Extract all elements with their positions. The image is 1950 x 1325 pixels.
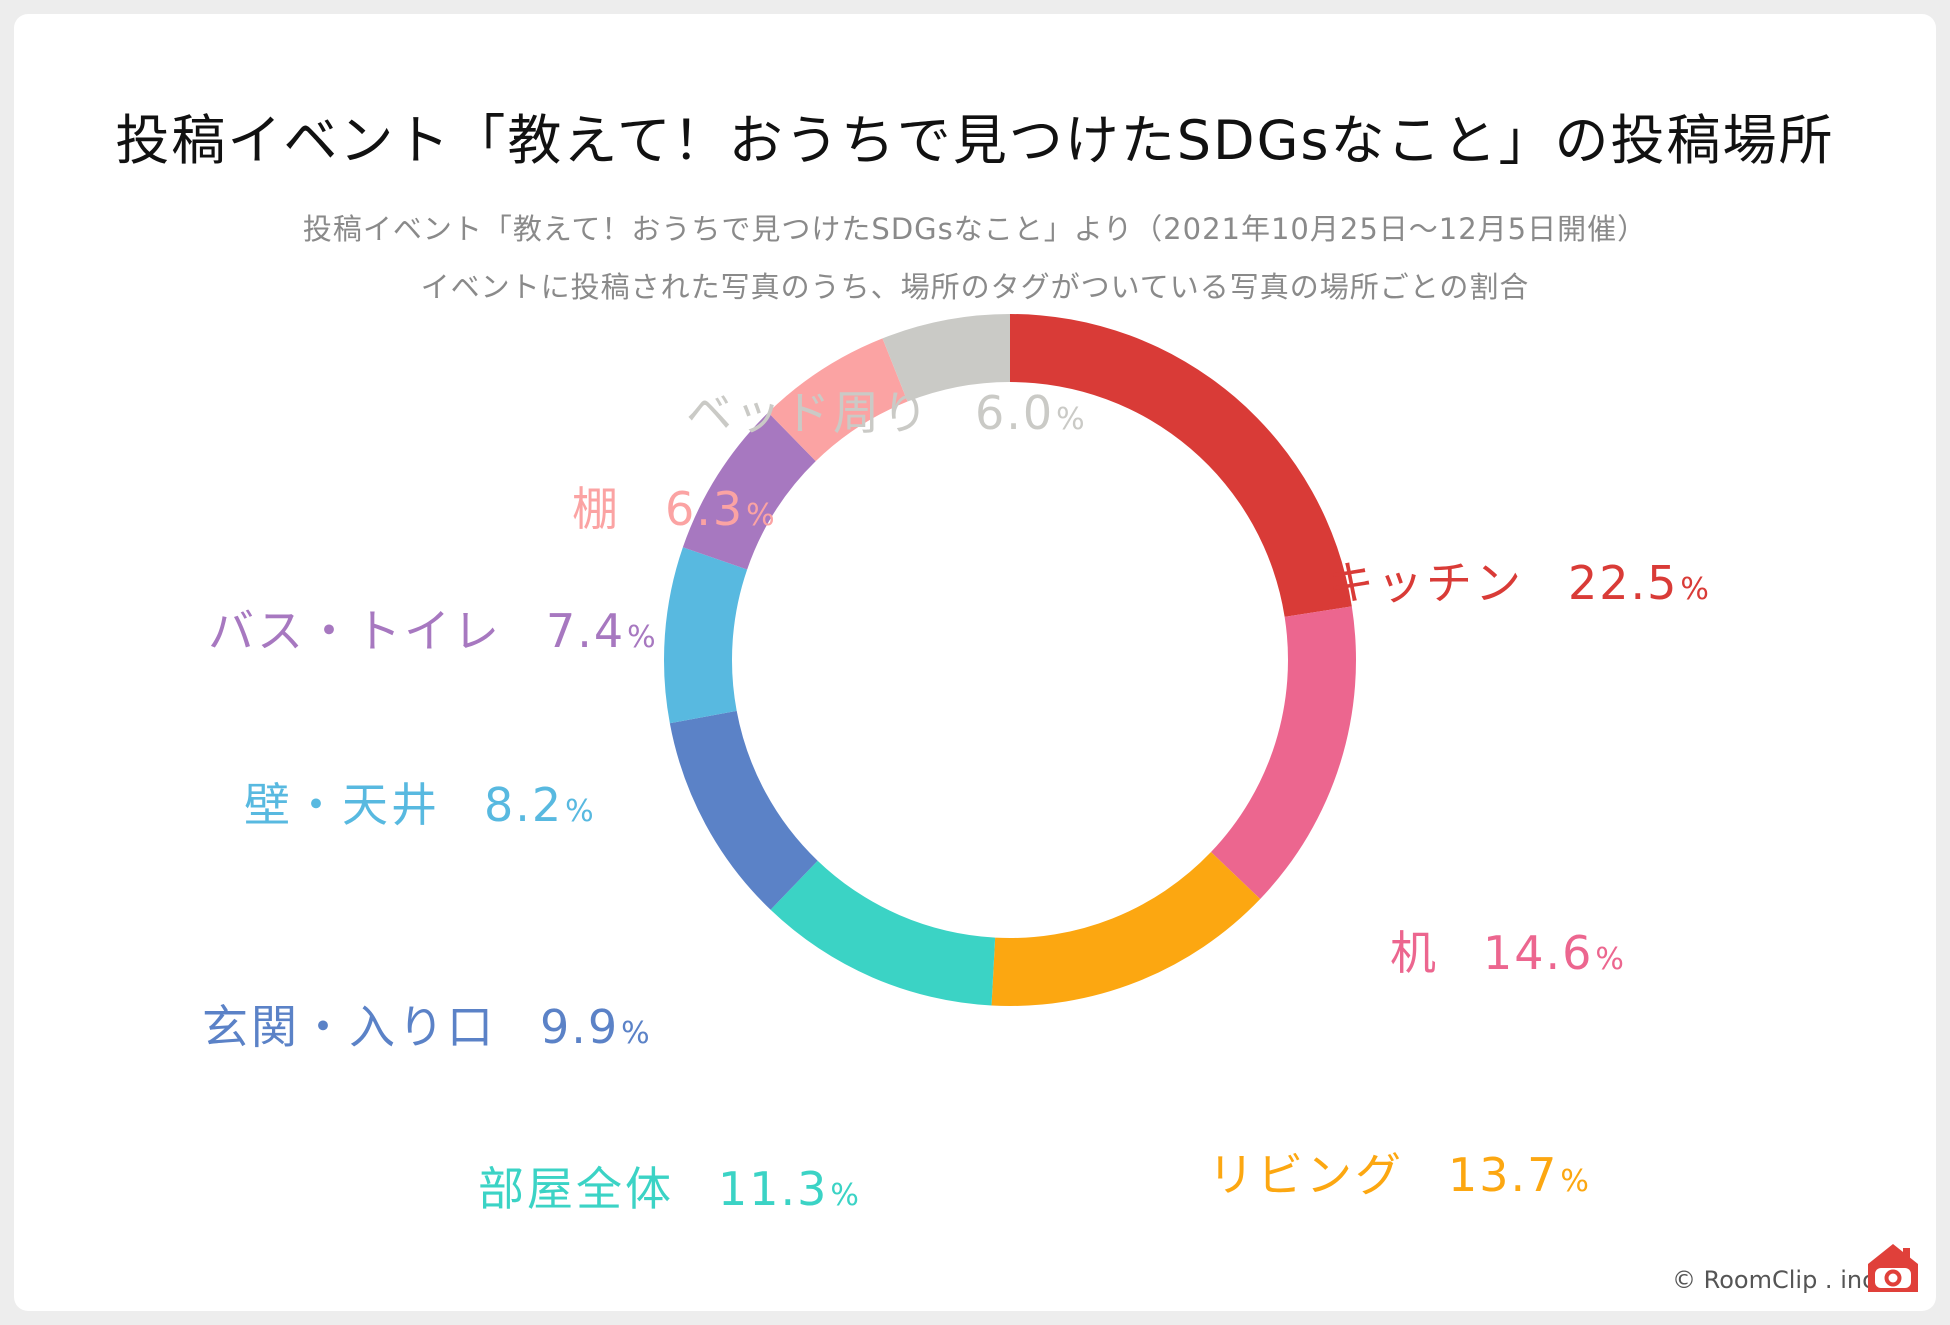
slice-label-name: バス・トイレ (208, 604, 502, 658)
donut-slice-7 (682, 412, 816, 570)
chart-subtitle-line1: 投稿イベント「教えて！おうちで見つけたSDGsなこと」より（2021年10月25… (302, 212, 1648, 246)
percent-sign: % (1595, 942, 1627, 977)
slice-label-value: 6.0 (975, 386, 1055, 440)
percent-sign: % (621, 1016, 653, 1051)
slice-label-name: 玄関・入り口 (202, 1000, 496, 1054)
slice-label-name: 壁・天井 (244, 778, 440, 832)
donut-slice-4 (770, 860, 996, 1006)
slice-label-8: 棚 6.3% (572, 486, 778, 532)
slice-label-4: 部屋全体 11.3% (478, 1166, 862, 1212)
slice-label-3: リビング 13.7% (1208, 1152, 1592, 1198)
slice-label-name: ベッド周り (686, 386, 931, 440)
donut-slice-9 (882, 314, 1010, 402)
slice-label-value: 7.4 (546, 604, 626, 658)
slice-label-name: キッチン (1328, 556, 1524, 610)
slice-label-6: 壁・天井 8.2% (244, 782, 597, 828)
percent-sign: % (565, 794, 597, 829)
percent-sign: % (1056, 402, 1088, 437)
slice-label-5: 玄関・入り口 9.9% (202, 1004, 653, 1050)
roomclip-logo-icon (1868, 1244, 1918, 1292)
donut-slice-5 (669, 710, 818, 910)
slice-label-value: 9.9 (540, 1000, 620, 1054)
slice-label-value: 14.6 (1483, 926, 1594, 980)
chart-card (14, 14, 1936, 1311)
slice-label-name: リビング (1208, 1148, 1404, 1202)
slice-label-value: 8.2 (484, 778, 564, 832)
donut-slice-3 (991, 852, 1261, 1006)
percent-sign: % (1560, 1164, 1592, 1199)
slice-label-value: 6.3 (665, 482, 745, 536)
percent-sign: % (627, 620, 659, 655)
donut-slice-2 (1211, 606, 1356, 900)
slice-label-value: 11.3 (718, 1162, 829, 1216)
donut-slice-8 (768, 338, 908, 462)
chart-title: 投稿イベント「教えて！おうちで見つけたSDGsなこと」の投稿場所 (115, 109, 1835, 172)
copyright-credit: © RoomClip . inc (1672, 1266, 1876, 1294)
slice-label-name: 部屋全体 (478, 1162, 674, 1216)
slice-label-name: 棚 (572, 482, 621, 536)
donut-slice-6 (663, 547, 748, 724)
percent-sign: % (830, 1178, 862, 1213)
donut-slice-1 (1010, 314, 1352, 617)
slice-label-7: バス・トイレ 7.4% (208, 608, 659, 654)
slice-label-9: ベッド周り 6.0% (686, 390, 1088, 436)
slice-label-value: 22.5 (1568, 556, 1679, 610)
percent-sign: % (746, 498, 778, 533)
chart-subtitle-line2: イベントに投稿された写真のうち、場所のタグがついている写真の場所ごとの割合 (420, 270, 1530, 304)
slice-label-2: 机 14.6% (1390, 930, 1627, 976)
slice-label-name: 机 (1390, 926, 1439, 980)
slice-label-1: キッチン 22.5% (1328, 560, 1712, 606)
slice-label-value: 13.7 (1448, 1148, 1559, 1202)
percent-sign: % (1680, 572, 1712, 607)
donut-slices (663, 314, 1356, 1006)
